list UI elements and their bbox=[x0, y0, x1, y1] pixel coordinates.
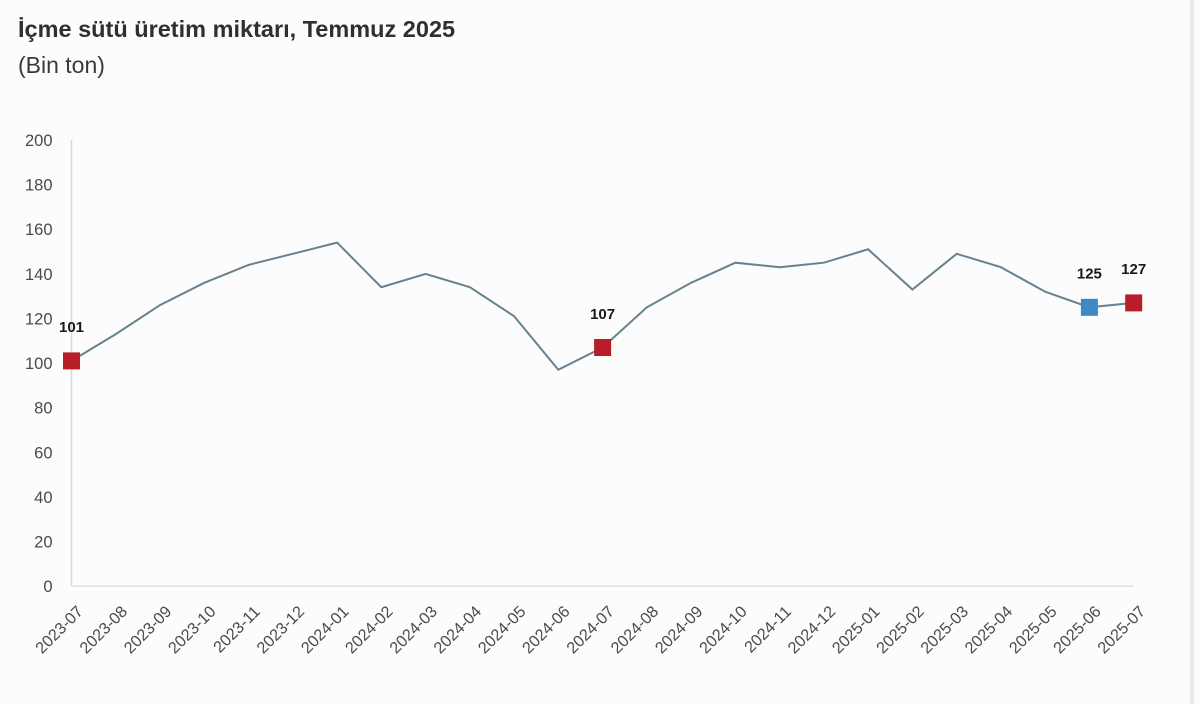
svg-text:2023-09: 2023-09 bbox=[121, 603, 176, 658]
svg-text:2025-03: 2025-03 bbox=[917, 603, 972, 658]
svg-text:2025-05: 2025-05 bbox=[1006, 603, 1061, 658]
svg-text:160: 160 bbox=[25, 221, 53, 239]
svg-text:2024-04: 2024-04 bbox=[430, 603, 485, 658]
svg-text:101: 101 bbox=[59, 319, 84, 336]
svg-text:2025-06: 2025-06 bbox=[1050, 603, 1105, 658]
svg-text:2023-10: 2023-10 bbox=[165, 603, 220, 658]
svg-text:100: 100 bbox=[25, 355, 53, 373]
svg-text:120: 120 bbox=[25, 311, 53, 329]
svg-text:2025-04: 2025-04 bbox=[961, 603, 1016, 658]
svg-text:2023-12: 2023-12 bbox=[253, 603, 308, 658]
svg-text:2023-07: 2023-07 bbox=[32, 603, 87, 658]
svg-text:2024-05: 2024-05 bbox=[475, 603, 530, 658]
svg-text:2025-02: 2025-02 bbox=[873, 603, 928, 658]
svg-text:180: 180 bbox=[25, 177, 53, 195]
svg-text:2024-12: 2024-12 bbox=[784, 603, 839, 658]
svg-text:140: 140 bbox=[25, 266, 53, 284]
svg-text:2024-02: 2024-02 bbox=[342, 603, 397, 658]
svg-text:40: 40 bbox=[34, 489, 52, 507]
svg-text:80: 80 bbox=[34, 400, 52, 418]
svg-text:2024-11: 2024-11 bbox=[741, 603, 795, 657]
svg-text:2024-10: 2024-10 bbox=[696, 603, 751, 658]
svg-text:2024-01: 2024-01 bbox=[298, 603, 353, 658]
svg-text:2023-08: 2023-08 bbox=[76, 603, 131, 658]
svg-text:2024-03: 2024-03 bbox=[386, 603, 441, 658]
svg-text:107: 107 bbox=[590, 306, 615, 323]
svg-text:125: 125 bbox=[1077, 266, 1102, 283]
svg-text:2024-07: 2024-07 bbox=[563, 603, 618, 658]
svg-text:2025-07: 2025-07 bbox=[1094, 603, 1149, 658]
svg-text:0: 0 bbox=[43, 578, 52, 596]
svg-text:2024-08: 2024-08 bbox=[607, 603, 662, 658]
svg-text:2024-06: 2024-06 bbox=[519, 603, 574, 658]
svg-text:200: 200 bbox=[25, 132, 53, 150]
svg-text:2023-11: 2023-11 bbox=[210, 603, 264, 657]
svg-text:2025-01: 2025-01 bbox=[829, 603, 884, 658]
svg-text:20: 20 bbox=[34, 534, 52, 552]
svg-text:2024-09: 2024-09 bbox=[652, 603, 707, 658]
svg-text:60: 60 bbox=[34, 444, 52, 462]
svg-text:127: 127 bbox=[1121, 261, 1146, 278]
